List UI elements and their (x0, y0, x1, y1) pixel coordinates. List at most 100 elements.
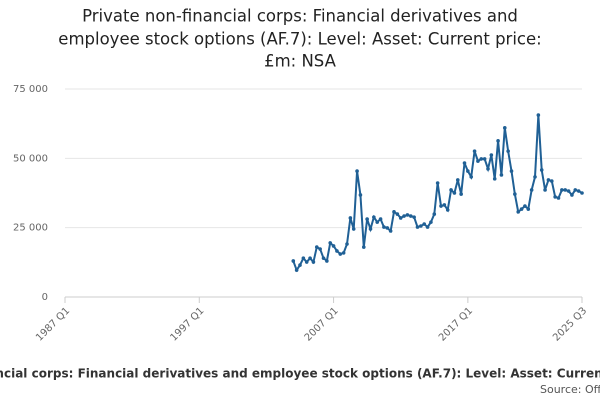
point (348, 216, 353, 220)
point (392, 210, 396, 214)
point (425, 225, 430, 229)
point (294, 268, 299, 272)
point (479, 157, 484, 161)
point (549, 179, 554, 183)
point (402, 214, 406, 218)
point (412, 215, 416, 219)
legend-entry: Private non-financial corps: Financial d… (0, 367, 600, 381)
point (298, 263, 302, 267)
point (499, 173, 504, 177)
point (435, 181, 440, 185)
point (462, 161, 467, 165)
point (318, 247, 322, 251)
point (388, 229, 393, 233)
point (378, 217, 383, 221)
chart-title: £m: NSA (264, 52, 336, 71)
x-tick-label: 1987 Q1 (34, 305, 72, 343)
point (543, 188, 547, 192)
y-tick-label: 75 000 (13, 84, 48, 95)
point (445, 208, 450, 212)
point (482, 157, 487, 161)
point (395, 212, 400, 216)
x-tick-label: 2007 Q1 (303, 305, 341, 343)
point (368, 227, 373, 231)
point (331, 244, 336, 248)
x-tick-label: 2017 Q1 (437, 305, 475, 343)
point (529, 188, 534, 192)
point (455, 178, 460, 182)
point (513, 192, 517, 196)
source: Source: Office for National Statistics (540, 383, 600, 396)
point (325, 259, 329, 263)
point (523, 204, 527, 208)
point (375, 220, 380, 224)
point (516, 210, 521, 214)
point (536, 113, 541, 117)
point (341, 251, 346, 255)
point (489, 153, 494, 157)
point (304, 260, 309, 264)
line (292, 115, 583, 273)
x-tick-label: 2025 Q3 (551, 305, 589, 343)
point (419, 224, 423, 228)
point (452, 191, 457, 195)
y-tick-label: 0 (42, 292, 48, 303)
point (506, 149, 510, 153)
point (328, 241, 333, 245)
point (492, 177, 497, 181)
point (308, 256, 312, 260)
point (496, 139, 500, 143)
point (509, 169, 514, 173)
point (566, 189, 571, 193)
point (546, 178, 551, 182)
point (408, 214, 413, 218)
point (355, 169, 359, 173)
point (361, 245, 366, 249)
point (314, 245, 319, 249)
point (476, 159, 480, 163)
point (563, 188, 568, 192)
y-tick-label: 25 000 (13, 223, 48, 234)
point (365, 217, 369, 221)
point (422, 222, 427, 226)
point (372, 215, 376, 219)
point (335, 249, 339, 253)
point (502, 126, 507, 130)
y-tick-label: 50 000 (13, 153, 48, 164)
point (358, 193, 363, 197)
point (533, 175, 537, 179)
point (459, 192, 463, 196)
point (442, 203, 447, 207)
point (345, 242, 349, 246)
point (553, 195, 557, 199)
chart-title: Private non-financial corps: Financial d… (82, 7, 518, 26)
point (449, 188, 453, 192)
point (311, 260, 316, 264)
point (415, 225, 420, 229)
point (432, 212, 437, 216)
point (580, 191, 584, 195)
point (385, 226, 390, 230)
point (573, 188, 578, 192)
point (429, 220, 433, 224)
point (469, 175, 474, 179)
point (338, 252, 343, 256)
point (301, 256, 306, 260)
point (576, 189, 581, 193)
point (472, 149, 477, 153)
point (351, 227, 356, 231)
point (291, 259, 296, 263)
point (466, 169, 470, 173)
point (382, 225, 386, 229)
point (439, 204, 443, 208)
point (570, 193, 574, 197)
x-tick-label: 1997 Q1 (168, 305, 206, 343)
point (398, 216, 403, 220)
point (486, 167, 490, 171)
point (519, 207, 524, 211)
point (405, 213, 410, 217)
chart-title: employee stock options (AF.7): Level: As… (58, 30, 541, 49)
point (526, 207, 531, 211)
